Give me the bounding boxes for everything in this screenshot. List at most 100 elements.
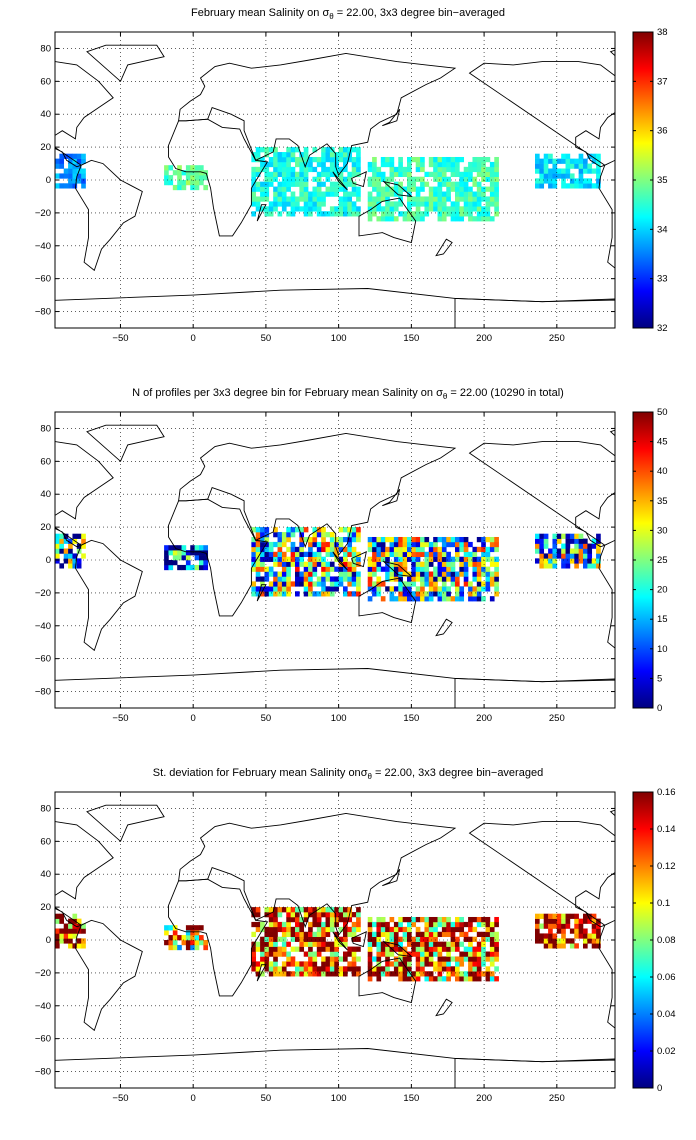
data-bin [63,938,69,944]
data-bin [455,581,460,587]
data-bin [281,576,287,582]
data-bin [596,928,601,934]
data-bin [437,591,443,597]
data-bin [199,545,204,551]
data-bin [277,191,283,197]
x-tick-label: 200 [476,713,492,724]
data-bin [415,176,421,182]
data-bin [303,551,309,558]
data-bin [446,541,451,548]
data-bin [459,176,465,182]
data-bin [308,581,313,587]
data-bin [273,532,278,538]
data-bin [303,191,309,197]
data-bin [539,923,545,929]
data-bin [356,161,361,168]
data-bin [468,206,473,212]
data-bin [569,158,575,164]
data-bin [273,931,278,938]
data-bin [281,936,287,942]
x-tick-label: 100 [331,713,347,724]
data-bin [441,926,447,933]
data-bin [481,921,486,928]
data-bin [194,564,200,571]
data-bin [63,533,69,539]
data-bin [316,931,322,938]
data-bin [273,191,278,197]
data-bin [347,961,353,967]
data-bin [295,961,300,967]
data-bin [489,191,495,197]
data-bin [543,153,549,159]
data-bin [290,152,296,158]
data-bin [255,181,261,187]
data-bin [389,931,395,938]
data-bin [574,923,579,929]
data-bin [347,566,353,572]
data-bin [255,551,261,558]
data-bin [398,941,403,947]
data-bin [281,921,287,928]
data-bin [472,551,478,558]
data-bin [587,153,593,159]
data-bin [303,206,309,212]
data-bin [376,546,382,553]
data-bin [472,591,478,597]
data-bin [407,966,412,972]
data-bin [338,556,344,562]
data-bin [398,571,403,577]
data-bin [415,546,421,553]
data-bin [494,916,499,923]
data-bin [535,913,540,919]
data-bin [316,941,322,947]
data-bin [489,926,495,933]
data-bin [299,936,305,942]
data-bin [281,586,287,592]
data-bin [441,561,447,567]
data-bin [312,961,318,967]
data-bin [393,971,399,977]
data-bin [539,548,545,554]
data-region [367,156,499,222]
data-bin [539,553,545,559]
data-bin [273,907,278,913]
data-bin [385,561,390,567]
data-bin [433,966,438,972]
std-deviation-panel: St. deviation for February mean Salinity… [0,760,696,1130]
data-bin [185,560,191,566]
data-bin [459,591,465,597]
data-bin [312,566,318,572]
data-bin [441,541,447,548]
data-bin [273,956,278,962]
data-bin [338,926,344,933]
data-bin [351,532,357,538]
data-bin [415,971,421,977]
data-bin [76,173,82,179]
data-bin [481,556,486,562]
data-bin [168,180,174,186]
data-bin [556,923,562,929]
data-bin [402,556,408,562]
data-bin [596,183,601,189]
data-bin [316,181,322,187]
data-bin [428,941,434,947]
y-tick-label: 80 [40,43,51,54]
data-bin [455,916,460,923]
data-bin [76,153,82,159]
data-bin [485,171,491,178]
data-bin [468,946,473,952]
data-bin [303,536,309,543]
colorbar-tick-label: 0.08 [657,935,676,946]
data-bin [494,581,499,587]
data-bin [268,926,274,933]
data-bin [591,558,597,564]
data-bin [63,928,69,934]
data-bin [312,541,318,548]
data-bin [561,543,566,549]
data-bin [277,946,283,952]
data-bin [459,956,465,962]
data-bin [199,175,204,181]
data-bin [290,532,296,538]
data-bin [463,196,469,202]
data-bin [424,181,430,187]
